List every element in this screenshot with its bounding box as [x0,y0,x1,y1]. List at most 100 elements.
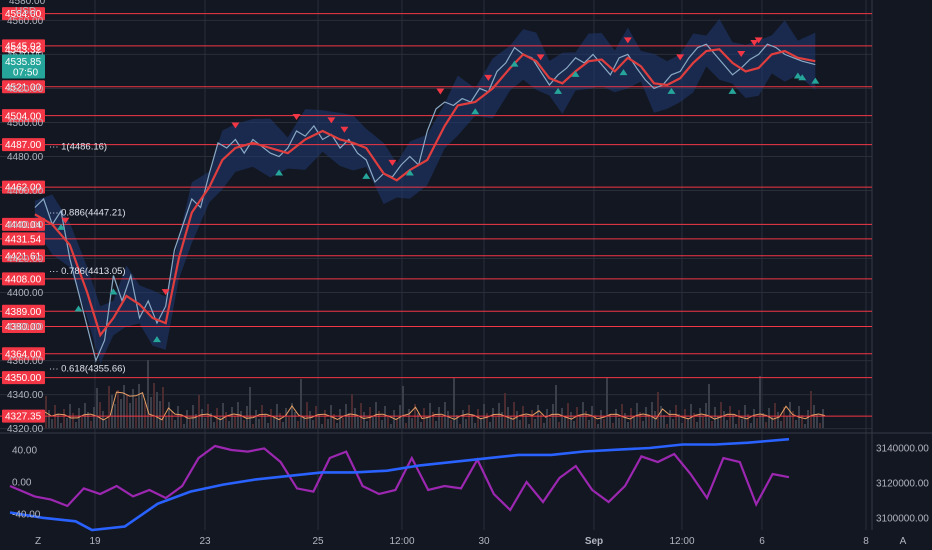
volume-bar [579,416,581,428]
signal-markers [57,37,820,343]
volume-bar [519,420,521,428]
volume-bar [93,407,95,428]
sell-signal-marker [388,159,397,166]
volume-bar [759,376,761,428]
top-partial-tick: 4580.00 [9,0,46,7]
obv-line [9,437,790,532]
volume-bar [225,412,227,428]
volume-bar [594,415,596,428]
volume-bar [141,393,143,428]
volume-bar [186,410,188,428]
volume-bar [51,419,53,428]
upper-price-label: 4543.32 [5,45,42,56]
volume-bar [783,407,785,428]
price-tick-label: 4400.00 [7,288,44,299]
volume-bar [465,419,467,428]
volume-bar [123,385,125,428]
volume-bar [249,387,251,428]
buy-signal-marker [728,87,737,94]
volume-bar [702,417,704,428]
volume-bar [567,403,569,428]
volume-bar [732,415,734,428]
level-label-bg [2,371,45,385]
level-label-bg [2,272,45,286]
volume-bar [75,422,77,428]
volume-bar [297,421,299,428]
volume-bar [606,377,608,428]
volume-bar [408,409,410,428]
level-label-bg [2,232,45,246]
volume-bar [255,410,257,428]
moving-average-series [34,48,816,338]
level-label-bg [2,39,45,53]
volume-bar [462,410,464,428]
volume-bar [372,416,374,428]
buy-signal-marker [275,169,284,176]
level-label: 4521.00 [5,82,42,93]
volume-bar [300,379,302,428]
buy-signal-marker [510,60,519,67]
sell-signal-marker [231,122,240,129]
volume-bar [117,390,119,428]
sell-signal-marker [484,74,493,81]
level-label-bg [2,304,45,318]
volume-bar [654,411,656,428]
volume-bar [504,393,506,428]
volume-bar [198,395,200,428]
volume-bar [177,406,179,428]
corner-label-left: Z [35,536,41,547]
volume-bar [660,406,662,428]
volume-bar [774,403,776,428]
volume-bar [291,403,293,428]
volume-bar [474,423,476,428]
volume-bar [747,414,749,428]
volume-bar [219,417,221,428]
volume-bar [543,423,545,428]
price-tick-label: 4520.00 [7,84,44,95]
volume-bar [561,408,563,428]
price-tick-label: 4380.00 [7,322,44,333]
current-price-label-bg [2,54,45,79]
volume-bar [294,412,296,428]
current-price-label: 4535.85 [5,57,42,68]
obv-tick-label: 3100000.00 [876,513,929,524]
volume-bar [600,410,602,428]
volume-bar [387,415,389,428]
volume-bar [120,399,122,428]
volume-bar [150,397,152,428]
price-tick-label: 4560.00 [7,16,44,27]
volume-bar [513,402,515,428]
horizontal-levels[interactable]: 4564.00 4545.02 4521.00 4504.00 4487.00 4462.… [0,7,872,423]
volume-bar [678,414,680,428]
level-label: 4389.00 [5,307,42,318]
volume-bar [405,423,407,428]
sell-signal-marker [327,117,336,124]
volume-bar [498,403,500,428]
volume-bar [201,409,203,428]
oscillator-pane: 40.00 0.00 -40.00 3140000.00 3120000.00 31000… [9,437,929,532]
volume-bar [396,419,398,428]
volume-bar [48,410,50,428]
volume-bar [333,414,335,428]
volume-bar [516,411,518,428]
price-tick-label: 4320.00 [7,424,44,435]
volume-bar [183,424,185,428]
buy-signal-marker [471,108,480,115]
volume-bar [285,408,287,428]
oscillator-line [9,444,790,512]
corner-label-right: A [900,536,907,547]
volume-bar [762,413,764,428]
volume-bar [135,398,137,428]
level-label-bg [2,109,45,123]
volume-bar [687,418,689,428]
volume-bar [441,416,443,428]
price-tick-label: 4420.00 [7,254,44,265]
volume-bar [132,389,134,428]
volume-bar [648,416,650,428]
volume-bar [549,418,551,428]
volume-bar [105,420,107,428]
volume-bar [456,415,458,428]
volume-bar [432,412,434,428]
volume-bar [258,419,260,428]
